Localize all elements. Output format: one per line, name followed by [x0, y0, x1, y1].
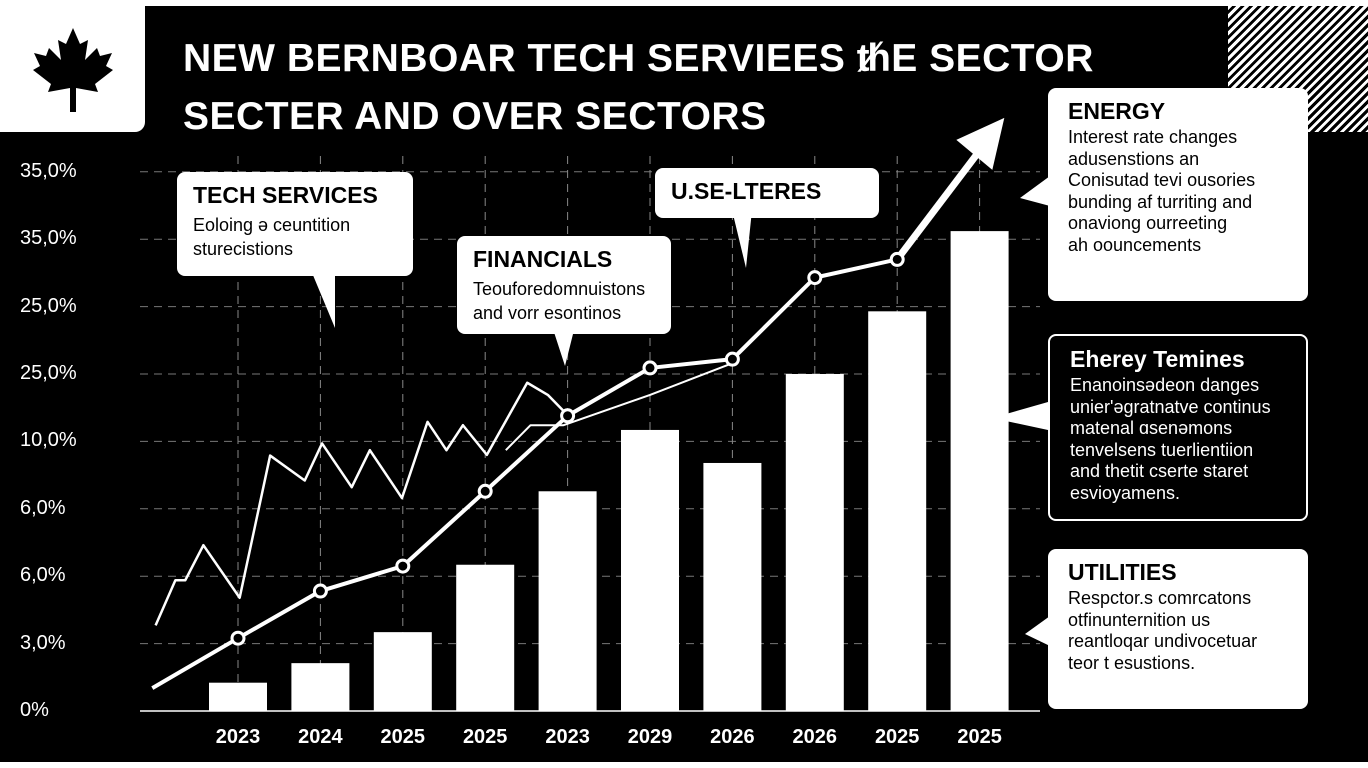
x-tick-label: 2025	[874, 726, 920, 748]
callout-pointer	[552, 326, 575, 366]
y-tick-label: 35,0%	[20, 159, 77, 182]
trend-point	[395, 558, 411, 574]
bar	[456, 564, 515, 711]
panel-text: Enanoinsədeon danges unier'əgratnatve co…	[1070, 375, 1271, 503]
y-tick-label: 10,0%	[20, 429, 77, 452]
infographic-canvas: NEW BERNBOAR TECH SERVIEES ᵺE SECTOR SEC…	[0, 6, 1368, 762]
x-tick-label: 2026	[792, 726, 838, 748]
x-tick-label: 2029	[627, 726, 673, 748]
bar	[868, 311, 927, 711]
x-tick-label: 2024	[298, 726, 343, 748]
bar	[291, 663, 350, 711]
trend-point	[230, 630, 246, 646]
x-tick-label: 2025	[957, 726, 1002, 748]
trend-point	[477, 483, 493, 499]
callout-pointer	[1025, 616, 1050, 646]
volatile-line	[154, 381, 569, 626]
panel-title: UTILITIES	[1068, 559, 1177, 585]
callout-title: U.SE-LTERES	[671, 178, 822, 204]
bar	[373, 632, 432, 711]
bar	[209, 682, 267, 711]
bar	[538, 491, 597, 711]
page-title: NEW BERNBOAR TECH SERVIEES ᵺE SECTOR SEC…	[183, 37, 1094, 138]
y-tick-label: 25,0%	[20, 362, 77, 384]
trend-point	[807, 270, 823, 286]
y-tick-label: 25,0%	[20, 294, 77, 317]
panel-energy-themes: Eherey Temines Enanoinsədeon danges unie…	[1048, 334, 1308, 521]
x-tick-label: 2023	[215, 726, 261, 748]
panel-energy: ENERGY Interest rate changes adusenstion…	[1048, 88, 1308, 301]
trend-arrow-head	[956, 117, 1005, 170]
callout-pointer	[992, 402, 1048, 430]
x-tick-label: 2025	[380, 726, 426, 748]
callout-title: FINANCIALS	[473, 246, 613, 272]
callout-pointer	[1020, 176, 1050, 206]
panel-title: ENERGY	[1068, 98, 1166, 124]
panel-text: Interest rate changes adusenstions an Co…	[1068, 127, 1256, 255]
bar	[621, 429, 679, 711]
y-tick-label: 0%	[20, 699, 49, 721]
callout-financials: FINANCIALS Teoufore​domnuistons and vorr…	[457, 236, 671, 334]
bar	[950, 231, 1009, 711]
trend-point	[724, 351, 740, 367]
x-tick-label: 2023	[545, 726, 590, 748]
callout-pointer	[310, 268, 335, 328]
y-tick-label: 3,0%	[20, 631, 66, 654]
logo-panel	[0, 6, 145, 132]
bar	[703, 462, 762, 711]
callout-text: Teoufore​domnuistons and vorr esontinos	[473, 279, 646, 323]
trend-line	[151, 257, 898, 690]
callout-title: TECH SERVICES	[193, 182, 378, 208]
secondary-line	[505, 362, 733, 451]
callout-pointer	[732, 210, 752, 268]
panel-utilities: UTILITIES Respctor.s comrcatons otfinunt…	[1048, 549, 1308, 709]
y-tick-label: 35,0%	[20, 227, 77, 250]
callout-tech-services: TECH SERVICES Eoloing ǝ ceuntition sture…	[177, 172, 413, 276]
trend-point	[889, 251, 905, 267]
trend-point	[312, 583, 328, 599]
trend-point	[642, 360, 658, 376]
x-tick-label: 2025	[462, 726, 508, 748]
callout-text: Eoloing ǝ ceuntition sturecistions	[193, 215, 351, 259]
y-tick-label: 6,0%	[20, 564, 66, 587]
callout-u-se-lteres: U.SE-LTERES	[655, 168, 879, 218]
maple-leaf-icon	[33, 28, 113, 112]
bar	[785, 374, 844, 711]
panel-title: Eherey Temines	[1070, 346, 1245, 372]
panel-text: Respctor.s comrcatons otfinunternition u…	[1068, 588, 1258, 673]
trend-arrow-shaft	[894, 135, 993, 262]
x-tick-label: 2026	[710, 726, 755, 748]
chart-plot	[140, 117, 1050, 712]
y-tick-label: 6,0%	[20, 496, 66, 519]
trend-point	[560, 408, 576, 424]
